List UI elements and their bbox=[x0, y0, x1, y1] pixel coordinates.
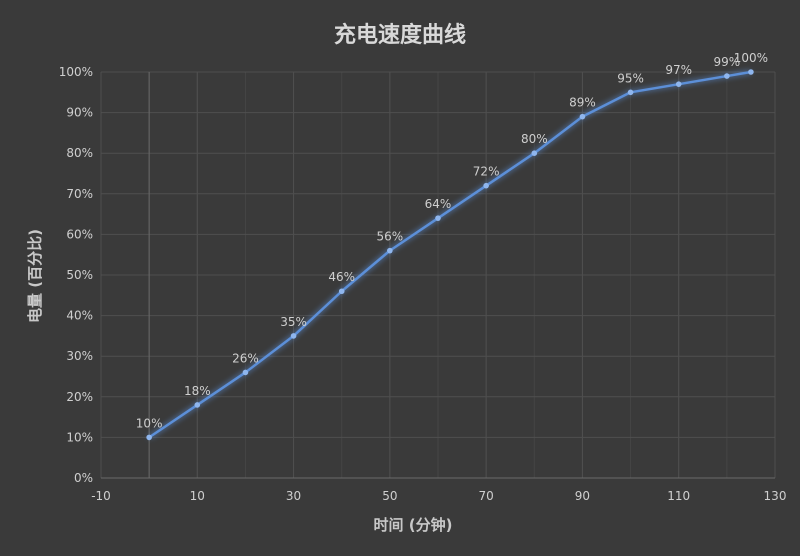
y-tick-label: 80% bbox=[66, 146, 93, 160]
y-tick-label: 100% bbox=[59, 65, 93, 79]
data-label: 46% bbox=[328, 270, 355, 284]
data-point bbox=[483, 182, 489, 189]
data-point bbox=[242, 369, 249, 376]
y-tick-label: 50% bbox=[66, 268, 93, 282]
series bbox=[146, 69, 754, 441]
y-tick-label: 20% bbox=[66, 390, 93, 404]
data-point bbox=[194, 402, 201, 408]
data-label: 64% bbox=[425, 197, 452, 211]
y-axis-title: 电量 (百分比) bbox=[26, 229, 44, 323]
data-label: 10% bbox=[136, 416, 163, 430]
data-label: 89% bbox=[569, 96, 596, 110]
y-tick-label: 10% bbox=[66, 430, 93, 444]
x-axis-title: 时间 (分钟) bbox=[374, 516, 453, 534]
series-line bbox=[148, 70, 752, 439]
data-label: 97% bbox=[665, 63, 692, 77]
x-tick-label: 30 bbox=[286, 489, 301, 503]
data-point bbox=[338, 288, 345, 295]
y-tick-label: 90% bbox=[66, 106, 93, 120]
data-label: 80% bbox=[521, 132, 548, 146]
x-tick-label: 110 bbox=[667, 489, 690, 503]
tick-labels: 0% 10% 20% 30% 40% 50% 60% 70% 80% 90% 100% -10 10 30… bbox=[59, 65, 787, 503]
data-point bbox=[724, 73, 730, 79]
data-label: 95% bbox=[617, 71, 644, 85]
data-label: 26% bbox=[232, 351, 259, 365]
data-label: 72% bbox=[473, 165, 500, 179]
data-point bbox=[435, 215, 441, 221]
data-point bbox=[290, 333, 297, 339]
axes bbox=[101, 72, 775, 479]
data-point bbox=[748, 69, 754, 75]
y-tick-label: 40% bbox=[66, 309, 93, 323]
data-label: 99% bbox=[714, 55, 741, 69]
data-point bbox=[627, 89, 634, 96]
data-point bbox=[146, 434, 152, 441]
grid bbox=[100, 71, 776, 479]
y-tick-label: 30% bbox=[66, 349, 93, 363]
data-point bbox=[579, 113, 586, 120]
x-tick-label: 130 bbox=[764, 489, 787, 503]
x-tick-label: 10 bbox=[190, 489, 205, 503]
y-tick-label: 60% bbox=[66, 227, 93, 241]
data-label: 100% bbox=[734, 51, 768, 65]
data-label: 35% bbox=[280, 315, 307, 329]
data-label: 56% bbox=[377, 230, 404, 244]
data-labels: 10% 18% 26% 35% 46% 56% 64% 72% 80% 89% 95% 97% 99%1… bbox=[136, 51, 768, 430]
x-tick-label: 90 bbox=[575, 489, 590, 503]
x-tick-label: -10 bbox=[91, 489, 111, 503]
data-label: 18% bbox=[184, 384, 211, 398]
data-point bbox=[387, 247, 393, 254]
chart-title: 充电速度曲线 bbox=[334, 22, 466, 48]
x-tick-label: 70 bbox=[479, 489, 494, 503]
y-tick-label: 70% bbox=[66, 187, 93, 201]
data-point bbox=[675, 81, 682, 87]
y-tick-label: 0% bbox=[74, 471, 93, 485]
data-point bbox=[531, 150, 538, 156]
x-tick-label: 50 bbox=[382, 489, 397, 503]
